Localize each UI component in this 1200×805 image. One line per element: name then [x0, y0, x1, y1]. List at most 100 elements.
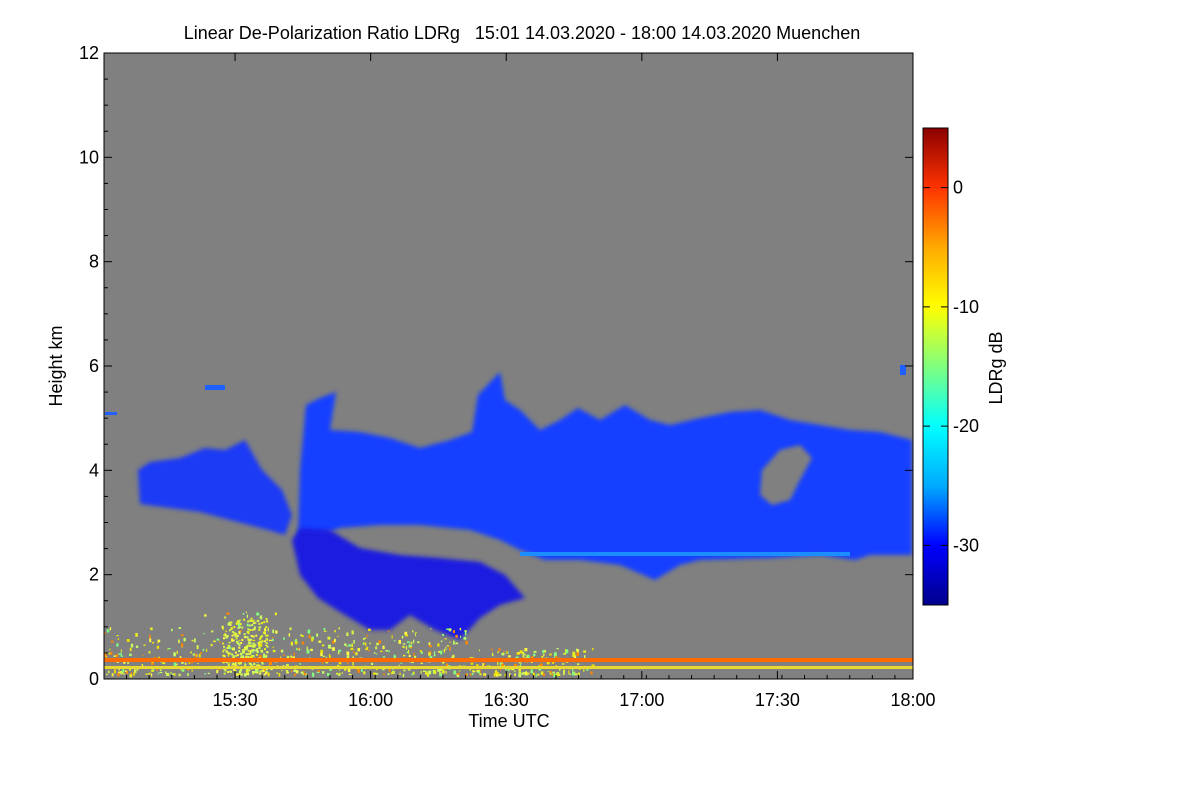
- colorbar-label: LDRg dB: [986, 331, 1006, 404]
- clutter-speck: [236, 654, 239, 656]
- clutter-speck: [151, 669, 154, 672]
- clutter-speck: [167, 648, 171, 650]
- clutter-speck: [225, 630, 227, 633]
- clutter-speck: [311, 637, 314, 642]
- clutter-speck: [281, 669, 283, 672]
- clutter-speck: [190, 651, 192, 654]
- clutter-speck: [368, 650, 370, 652]
- clutter-speck: [291, 669, 293, 673]
- clutter-speck: [262, 656, 265, 660]
- clutter-speck: [402, 645, 405, 648]
- clutter-speck: [563, 669, 565, 674]
- cloud-blob: [205, 385, 225, 390]
- clutter-speck: [413, 652, 415, 657]
- clutter-speck: [591, 664, 595, 668]
- clutter-speck: [249, 663, 252, 666]
- clutter-speck: [445, 663, 449, 668]
- cloud-blob: [900, 365, 906, 375]
- clutter-speck: [522, 655, 525, 658]
- clutter-speck: [243, 633, 246, 636]
- clutter-speck: [264, 628, 266, 631]
- clutter-speck: [499, 673, 502, 676]
- clutter-speck: [555, 656, 558, 659]
- clutter-speck: [501, 652, 505, 656]
- clutter-speck: [538, 668, 542, 671]
- clutter-speck: [553, 673, 556, 678]
- clutter-speck: [405, 634, 409, 637]
- cloud-blob: [105, 412, 117, 415]
- clutter-speck: [252, 619, 255, 622]
- clutter-speck: [316, 672, 320, 674]
- clutter-speck: [414, 655, 417, 659]
- clutter-speck: [280, 656, 282, 660]
- clutter-speck: [250, 664, 253, 667]
- clutter-speck: [422, 670, 426, 672]
- clutter-speck: [263, 653, 265, 656]
- clutter-speck: [388, 669, 391, 672]
- clutter-speck: [195, 653, 197, 658]
- clutter-speck: [149, 672, 151, 675]
- clutter-speck: [258, 640, 261, 643]
- clutter-speck: [234, 669, 237, 672]
- clutter-speck: [228, 647, 232, 650]
- clutter-speck: [191, 669, 193, 672]
- clutter-speck: [444, 638, 447, 640]
- clutter-speck: [239, 623, 242, 626]
- clutter-speck: [213, 640, 216, 643]
- clutter-speck: [356, 668, 360, 671]
- clutter-speck: [483, 663, 486, 665]
- clutter-speck: [247, 644, 250, 647]
- clutter-speck: [222, 661, 225, 664]
- clutter-speck: [429, 670, 432, 673]
- clutter-speck: [234, 664, 237, 667]
- clutter-speck: [382, 645, 385, 650]
- clutter-speck: [256, 668, 259, 671]
- clutter-speck: [290, 641, 293, 646]
- clutter-speck: [249, 638, 251, 641]
- clutter-speck: [247, 632, 250, 635]
- clutter-speck: [530, 669, 533, 674]
- clutter-speck: [439, 669, 443, 671]
- clutter-speck: [590, 671, 593, 675]
- clutter-speck: [262, 669, 264, 672]
- clutter-speck: [323, 630, 327, 632]
- clutter-speck: [223, 668, 226, 671]
- surface-clutter: [104, 611, 595, 678]
- clutter-speck: [250, 617, 253, 620]
- clutter-speck: [446, 628, 449, 630]
- clutter-speck: [256, 651, 259, 653]
- x-tick-label: 18:00: [890, 690, 935, 710]
- clutter-speck: [433, 655, 436, 657]
- clutter-speck: [260, 670, 263, 673]
- clutter-speck: [105, 656, 108, 658]
- clutter-speck: [159, 669, 162, 672]
- clutter-speck: [439, 673, 442, 677]
- clutter-speck: [495, 671, 499, 675]
- clutter-speck: [178, 639, 180, 644]
- clutter-speck: [265, 644, 268, 646]
- clutter-speck: [498, 648, 501, 651]
- clutter-speck: [258, 628, 261, 631]
- clutter-speck: [285, 669, 289, 672]
- clutter-speck: [223, 655, 226, 658]
- clutter-speck: [129, 647, 132, 652]
- clutter-speck: [265, 671, 268, 674]
- clutter-speck: [322, 671, 325, 674]
- clutter-speck: [409, 645, 412, 649]
- clutter-speck: [178, 673, 181, 677]
- clutter-speck: [211, 630, 214, 633]
- clutter-speck: [210, 643, 213, 647]
- clutter-speck: [261, 635, 264, 637]
- clutter-speck: [254, 621, 257, 624]
- clutter-speck: [241, 652, 243, 655]
- clutter-speck: [192, 653, 196, 656]
- clutter-speck: [288, 633, 291, 637]
- clutter-speck: [527, 672, 530, 675]
- clutter-speck: [508, 668, 510, 672]
- clutter-speck: [235, 673, 239, 676]
- clutter-speck: [350, 647, 354, 651]
- clutter-speck: [537, 673, 540, 676]
- clutter-speck: [255, 664, 258, 667]
- clutter-speck: [470, 662, 474, 665]
- clutter-speck: [448, 628, 452, 632]
